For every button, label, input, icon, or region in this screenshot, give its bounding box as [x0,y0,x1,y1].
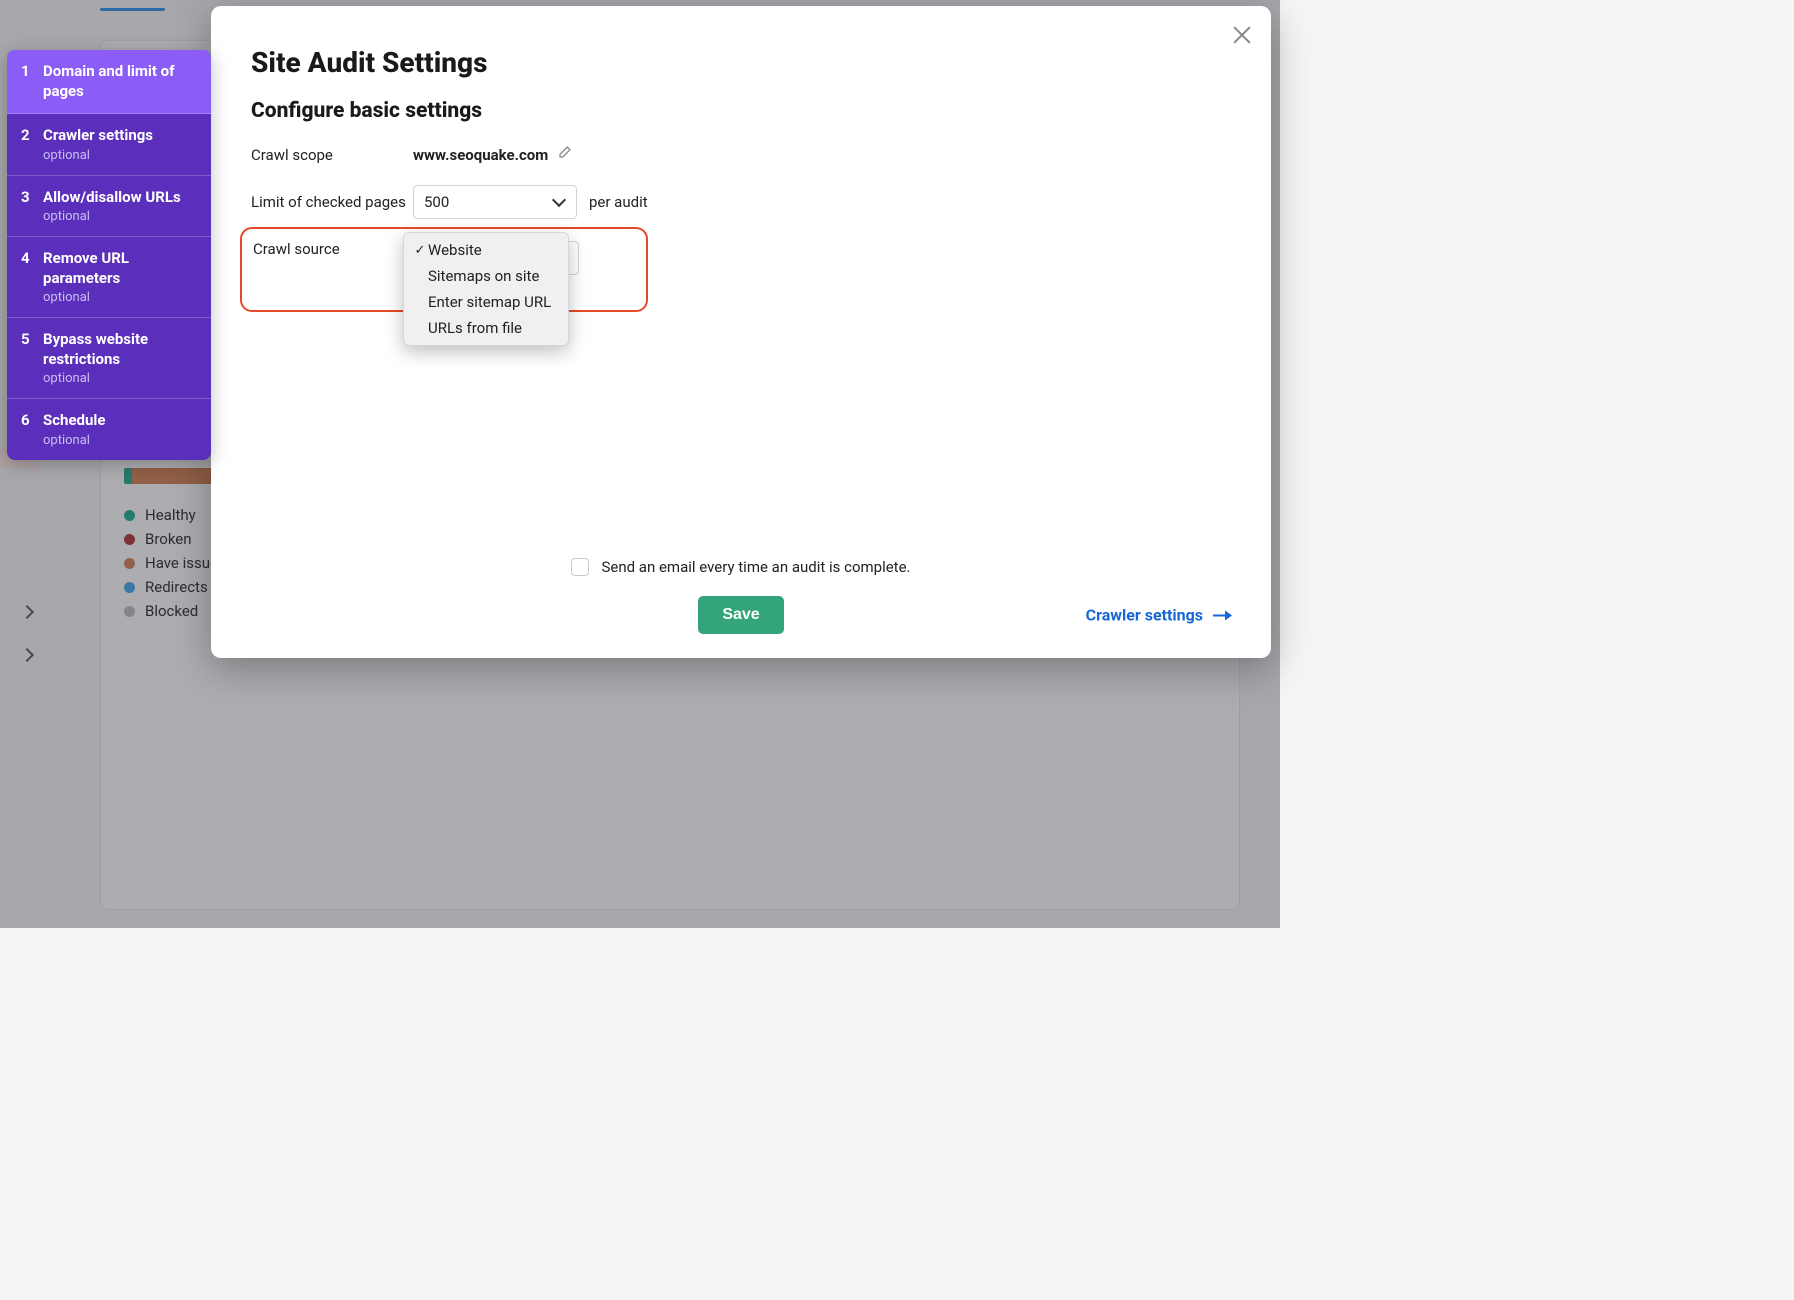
wizard-step-number: 5 [21,330,43,386]
wizard-step-number: 3 [21,188,43,225]
legend-dot [124,534,135,545]
crawl-scope-row: Crawl scope www.seoquake.com [251,145,1231,165]
wizard-step-label: Schedule [43,411,197,431]
crawl-source-option-label: Sitemaps on site [428,267,539,285]
settings-modal: Site Audit Settings Configure basic sett… [211,6,1271,658]
wizard-step-optional: optional [43,209,197,224]
edit-icon[interactable] [556,145,572,165]
crawl-source-option[interactable]: URLs from file [404,315,568,341]
wizard-step-5[interactable]: 5Bypass website restrictions optional [7,318,211,399]
bg-tab-underline [100,8,165,11]
chevron-down-icon [552,193,566,207]
wizard-step-optional: optional [43,290,197,305]
crawl-source-option[interactable]: ✓Website [404,237,568,263]
wizard-step-number: 2 [21,126,43,163]
crawl-source-dropdown: ✓Website Sitemaps on site Enter sitemap UR… [403,232,569,346]
wizard-sidebar: 1Domain and limit of pages2Crawler setti… [7,50,211,460]
crawl-source-option[interactable]: Enter sitemap URL [404,289,568,315]
crawl-source-option[interactable]: Sitemaps on site [404,263,568,289]
wizard-step-number: 6 [21,411,43,448]
legend-dot [124,510,135,521]
wizard-step-2[interactable]: 2Crawler settings optional [7,114,211,176]
wizard-step-label: Crawler settings [43,126,197,146]
wizard-step-label: Bypass website restrictions [43,330,197,369]
close-icon[interactable] [1231,24,1253,46]
chevron-right-icon [20,648,34,662]
next-step-label: Crawler settings [1086,606,1203,625]
legend-label: Blocked [145,602,198,620]
crawl-source-highlight: Crawl source ✓Website Sitemaps on site Ent… [240,227,648,312]
wizard-step-4[interactable]: 4Remove URL parameters optional [7,237,211,318]
limit-suffix: per audit [589,193,648,211]
modal-footer: Send an email every time an audit is com… [211,558,1271,634]
wizard-step-label: Domain and limit of pages [43,62,197,101]
wizard-step-number: 4 [21,249,43,305]
wizard-step-3[interactable]: 3Allow/disallow URLsoptional [7,176,211,238]
next-step-link[interactable]: Crawler settings [1086,606,1231,625]
wizard-step-optional: optional [43,371,197,386]
limit-row: Limit of checked pages 500 per audit [251,185,1231,219]
modal-subtitle: Configure basic settings [251,99,1231,123]
arrow-right-icon [1213,614,1231,616]
check-icon: ✓ [412,243,428,258]
save-button[interactable]: Save [698,596,783,634]
wizard-step-label: Allow/disallow URLs [43,188,197,208]
legend-dot [124,558,135,569]
limit-label: Limit of checked pages [251,193,413,211]
crawl-source-option-label: URLs from file [428,319,522,337]
wizard-step-1[interactable]: 1Domain and limit of pages [7,50,211,114]
wizard-step-number: 1 [21,62,43,101]
limit-select[interactable]: 500 [413,185,577,219]
crawl-source-option-label: Website [428,241,482,259]
email-checkbox-label: Send an email every time an audit is com… [601,558,910,576]
crawl-source-label: Crawl source [253,240,404,258]
wizard-step-6[interactable]: 6Schedule optional [7,399,211,460]
legend-dot [124,582,135,593]
legend-label: Broken [145,530,192,548]
email-checkbox[interactable] [571,558,589,576]
wizard-step-optional: optional [43,433,197,448]
modal-title: Site Audit Settings [251,46,1231,79]
legend-label: Redirects [145,578,208,596]
crawl-scope-label: Crawl scope [251,146,413,164]
crawl-scope-value: www.seoquake.com [413,146,548,164]
wizard-step-optional: optional [43,148,197,163]
chevron-right-icon [20,605,34,619]
wizard-step-label: Remove URL parameters [43,249,197,288]
legend-label: Healthy [145,506,196,524]
limit-select-value: 500 [424,193,449,211]
crawl-source-option-label: Enter sitemap URL [428,293,551,311]
legend-dot [124,606,135,617]
